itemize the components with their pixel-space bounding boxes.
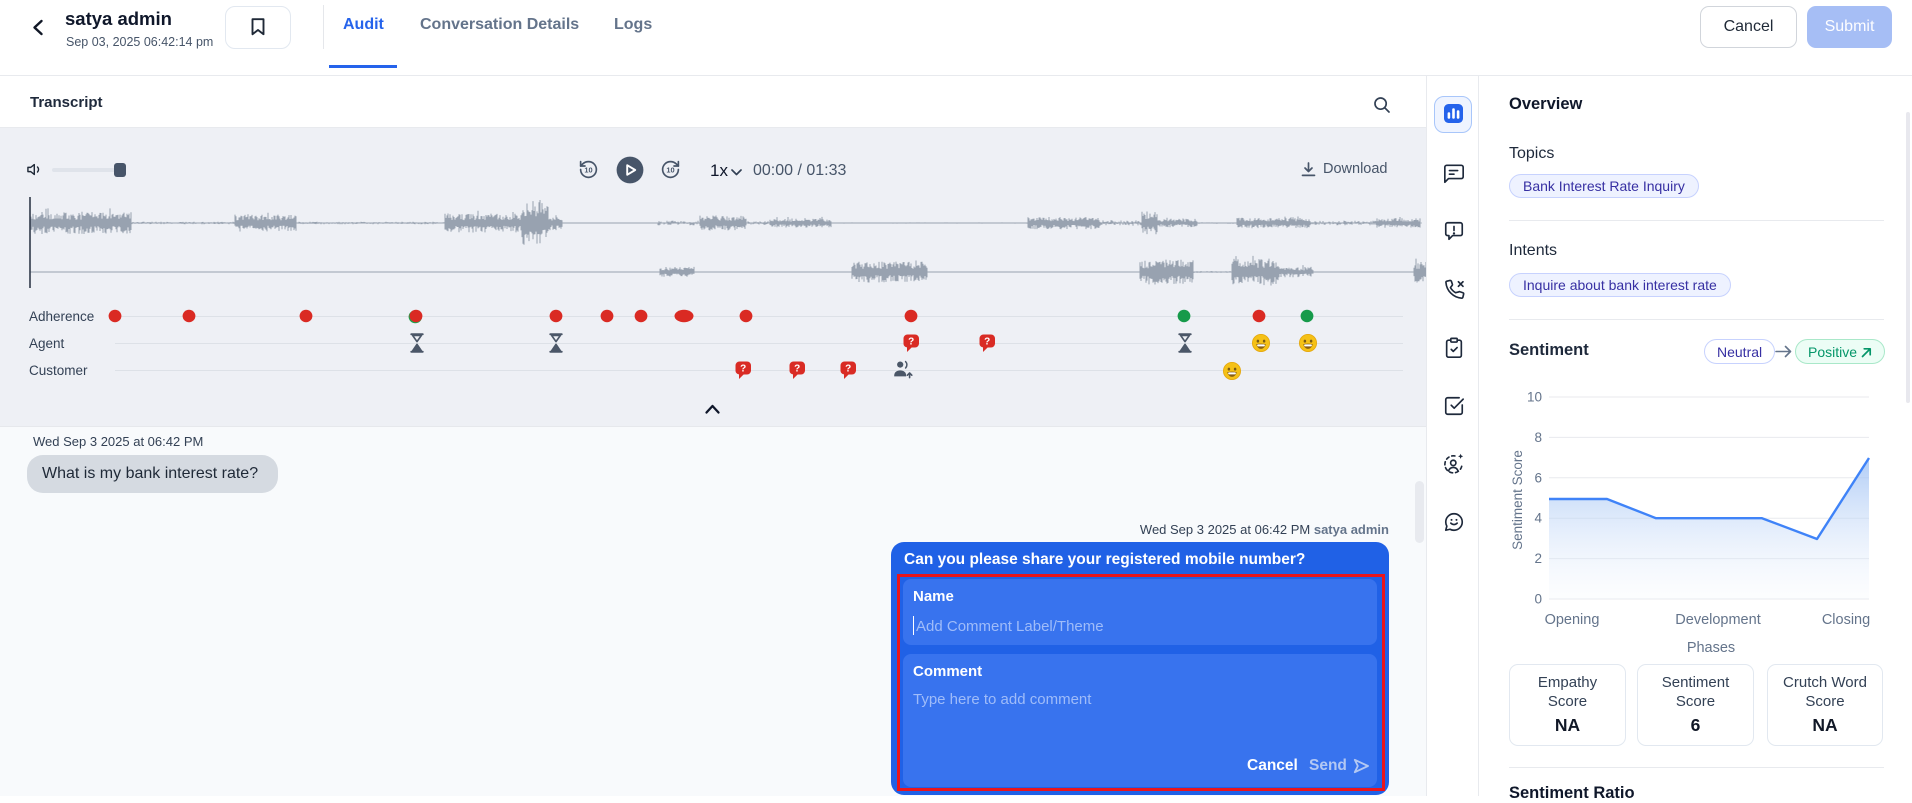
svg-text:10: 10: [584, 165, 592, 174]
svg-text:Opening: Opening: [1545, 612, 1600, 628]
svg-text:10: 10: [1527, 390, 1542, 405]
svg-text:?: ?: [908, 337, 914, 348]
svg-text:Sentiment Score: Sentiment Score: [1510, 450, 1525, 550]
svg-text:?: ?: [794, 364, 800, 375]
svg-text:0: 0: [1534, 592, 1542, 607]
svg-text:4: 4: [1534, 511, 1542, 526]
svg-text:6: 6: [1534, 470, 1542, 485]
svg-text:8: 8: [1534, 430, 1542, 445]
svg-text:2: 2: [1534, 551, 1542, 566]
svg-text:Development: Development: [1675, 612, 1760, 628]
svg-text:Closing: Closing: [1822, 612, 1870, 628]
svg-text:Phases: Phases: [1687, 640, 1735, 656]
svg-text:?: ?: [984, 337, 990, 348]
svg-text:?: ?: [845, 364, 851, 375]
svg-text:?: ?: [740, 364, 746, 375]
svg-text:10: 10: [666, 165, 674, 174]
